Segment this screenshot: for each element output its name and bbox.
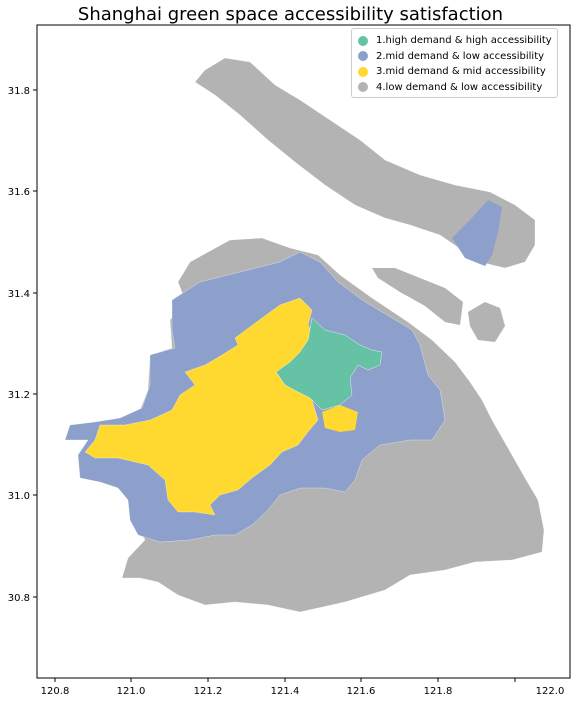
legend-item: 3.mid demand & mid accessibility (358, 64, 551, 80)
y-tick-label: 31.0 (8, 491, 30, 502)
y-tick-label: 30.8 (8, 593, 30, 604)
region-changxing-island (372, 268, 463, 325)
x-tick-label: 121.4 (271, 686, 300, 697)
x-tick-label: 121.0 (117, 686, 146, 697)
legend-dot-icon (358, 51, 368, 62)
y-tick-label: 31.4 (8, 289, 30, 300)
x-tick-label: 121.2 (194, 686, 223, 697)
region-chongming-east-blue (452, 200, 502, 266)
x-tick-label: 121.8 (424, 686, 453, 697)
legend-item: 4.low demand & low accessibility (358, 80, 551, 96)
y-tick-label: 31.8 (8, 86, 30, 97)
y-tick-label: 31.6 (8, 187, 30, 198)
legend-dot-icon (358, 66, 368, 77)
region-chongming-island (194, 57, 536, 269)
x-tick-label: 122.0 (536, 686, 565, 697)
legend-item: 2.mid demand & low accessibility (358, 49, 551, 65)
x-tick-label: 121.6 (347, 686, 376, 697)
legend-label: 4.low demand & low accessibility (376, 81, 543, 93)
legend-label: 3.mid demand & mid accessibility (376, 66, 546, 78)
legend-item: 1.high demand & high accessibility (358, 33, 552, 49)
legend-dot-icon (358, 82, 368, 93)
x-tick-label: 120.8 (41, 686, 70, 697)
y-tick-label: 31.2 (8, 390, 30, 401)
legend-label: 2.mid demand & low accessibility (376, 50, 545, 62)
region-yellow-east (322, 405, 358, 432)
map-title: Shanghai green space accessibility satis… (77, 4, 504, 25)
x-axis-ticks: 120.8 121.0 121.2 121.4 121.6 121.8 122.… (41, 678, 565, 697)
y-axis-ticks: 31.8 31.6 31.4 31.2 31.0 30.8 (8, 86, 37, 604)
legend-dot-icon (358, 35, 368, 46)
legend: 1.high demand & high accessibility 2.mid… (351, 28, 558, 98)
legend-label: 1.high demand & high accessibility (376, 35, 552, 47)
region-hengsha-island (468, 302, 505, 342)
region-teal-center (275, 317, 383, 411)
